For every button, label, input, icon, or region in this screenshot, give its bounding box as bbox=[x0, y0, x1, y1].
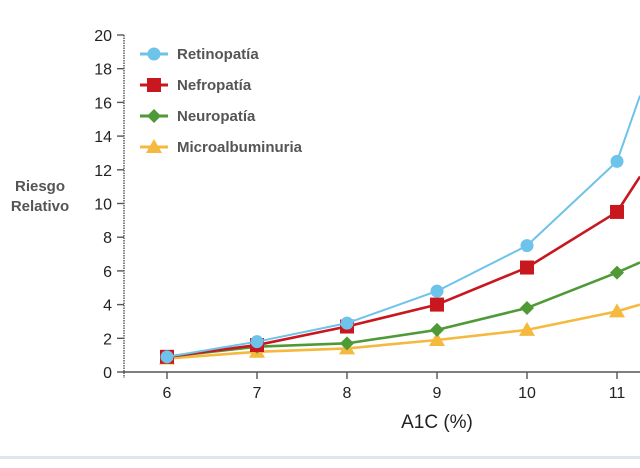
y-axis-label-line-2: Relativo bbox=[11, 198, 69, 215]
series-layer bbox=[159, 95, 640, 365]
y-tick-label: 10 bbox=[94, 197, 112, 214]
data-point bbox=[250, 335, 264, 349]
data-point bbox=[609, 303, 625, 318]
axes: 0 2 4 6 8 10 12 14 16 18 20 6 7 8 9 10 11 bbox=[94, 28, 640, 402]
legend-item: Microalbuminuria bbox=[140, 139, 303, 156]
legend-marker bbox=[147, 78, 161, 92]
legend-label: Nefropatía bbox=[177, 77, 252, 94]
bottom-divider bbox=[0, 456, 640, 459]
data-point bbox=[520, 239, 534, 253]
data-point bbox=[610, 265, 624, 280]
series-retinopatía bbox=[160, 95, 640, 364]
x-tick-label: 7 bbox=[253, 385, 262, 402]
data-point bbox=[610, 204, 624, 219]
series-line bbox=[166, 95, 640, 358]
data-point bbox=[519, 321, 535, 336]
data-point bbox=[520, 260, 534, 275]
y-tick-label: 16 bbox=[94, 95, 112, 112]
x-tick-label: 8 bbox=[343, 385, 352, 402]
legend-item: Neuropatía bbox=[140, 108, 256, 125]
data-point bbox=[429, 331, 445, 346]
y-tick-label: 20 bbox=[94, 28, 112, 45]
legend-item: Nefropatía bbox=[140, 77, 252, 94]
data-point bbox=[160, 350, 174, 364]
x-tick-label: 11 bbox=[609, 385, 626, 402]
legend-label: Retinopatía bbox=[177, 46, 259, 63]
x-axis-label: A1C (%) bbox=[401, 412, 473, 433]
legend: Retinopatía Nefropatía Neuropatía Microalbu… bbox=[140, 46, 303, 156]
y-tick-label: 8 bbox=[103, 230, 112, 247]
data-point bbox=[430, 297, 444, 312]
data-point bbox=[610, 154, 624, 168]
y-tick-label: 18 bbox=[94, 62, 112, 79]
y-tick-label: 14 bbox=[94, 129, 112, 146]
data-point bbox=[340, 316, 354, 330]
y-tick-label: 12 bbox=[94, 163, 112, 180]
data-point bbox=[340, 336, 354, 351]
y-tick-label: 0 bbox=[103, 365, 112, 382]
x-tick-label: 6 bbox=[163, 385, 172, 402]
x-tick-label: 10 bbox=[518, 385, 536, 402]
legend-marker bbox=[147, 109, 161, 123]
data-point bbox=[520, 300, 534, 315]
legend-item: Retinopatía bbox=[140, 46, 259, 63]
legend-marker bbox=[147, 47, 161, 61]
legend-label: Microalbuminuria bbox=[177, 139, 303, 156]
y-tick-label: 2 bbox=[103, 331, 112, 348]
y-tick-label: 4 bbox=[103, 298, 112, 315]
data-point bbox=[430, 322, 444, 337]
y-tick-label: 6 bbox=[103, 264, 112, 281]
legend-marker bbox=[146, 139, 162, 153]
data-point bbox=[430, 284, 444, 298]
legend-label: Neuropatía bbox=[177, 108, 256, 125]
x-tick-label: 9 bbox=[433, 385, 442, 402]
y-axis-label-line-1: Riesgo bbox=[15, 178, 65, 195]
series-line bbox=[166, 175, 640, 359]
